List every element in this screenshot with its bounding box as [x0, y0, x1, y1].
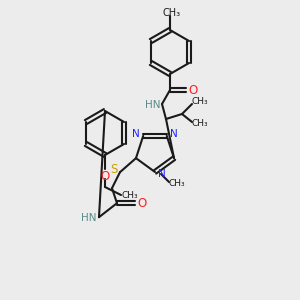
Text: N: N [170, 129, 178, 139]
Text: CH₃: CH₃ [169, 179, 185, 188]
Text: O: O [188, 83, 198, 97]
Text: CH₃: CH₃ [122, 191, 138, 200]
Text: HN: HN [145, 100, 161, 110]
Text: O: O [100, 169, 109, 182]
Text: HN: HN [81, 213, 97, 223]
Text: N: N [132, 129, 140, 139]
Text: CH₃: CH₃ [192, 98, 208, 106]
Text: N: N [158, 169, 166, 179]
Text: O: O [137, 197, 147, 210]
Text: CH₃: CH₃ [163, 8, 181, 18]
Text: CH₃: CH₃ [192, 119, 208, 128]
Text: S: S [110, 163, 118, 176]
